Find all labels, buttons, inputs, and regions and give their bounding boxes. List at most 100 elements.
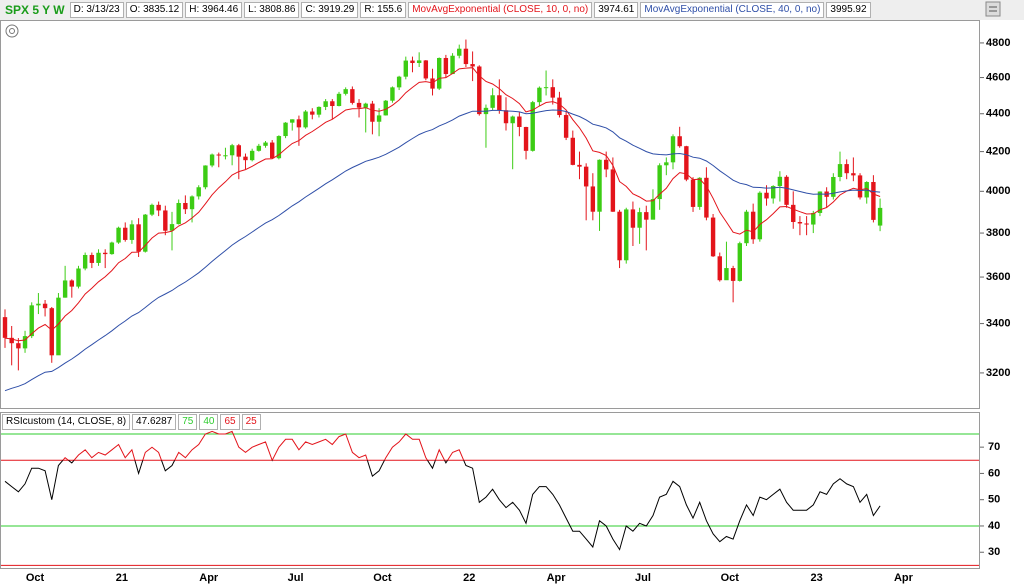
candle-body (690, 179, 696, 207)
x-tick-label: Apr (547, 572, 567, 584)
candle-body (530, 102, 535, 151)
candle-body (296, 119, 302, 128)
candle-body (570, 137, 575, 165)
candle-body (276, 136, 282, 159)
candle-body (737, 243, 742, 281)
rsi-line-overbought (62, 430, 465, 461)
x-tick-label: 22 (463, 572, 475, 584)
settings-icon-inner (9, 28, 15, 34)
candle-body (203, 165, 208, 188)
candle-body (42, 303, 48, 309)
y-tick-label: 4000 (986, 185, 1010, 197)
candle-body (143, 214, 148, 252)
y-tick-label: 70 (988, 441, 1000, 453)
settings-icon[interactable] (5, 24, 19, 38)
candle-body (183, 202, 188, 210)
candle-body (757, 192, 763, 240)
candle-body (16, 343, 21, 349)
candle-body (249, 150, 255, 161)
price-plot (2, 39, 883, 392)
candle-body (523, 126, 529, 151)
candle-body (604, 159, 609, 170)
candle-body (724, 268, 729, 281)
level-label: 65 (220, 414, 240, 430)
ema-line (4, 109, 881, 392)
menu-icon[interactable] (985, 1, 1001, 17)
candle-body (730, 268, 736, 281)
info: C: 3919.29 (301, 2, 359, 18)
candle-body (470, 64, 475, 67)
candle-body (697, 177, 702, 207)
candle-body (189, 196, 195, 210)
rsi-value: 47.6287 (132, 414, 177, 430)
info: H: 3964.46 (185, 2, 243, 18)
x-tick-label: Jul (288, 572, 304, 584)
candle-body (336, 93, 342, 107)
symbol: SPX 5 Y W (5, 3, 65, 17)
candle-body (490, 95, 495, 108)
candle-body (817, 191, 823, 213)
candle-body (637, 212, 642, 228)
candle-body (517, 116, 522, 127)
candle-body (657, 165, 662, 200)
candle-body (590, 186, 596, 212)
candle-body (316, 106, 322, 115)
y-tick-label: 4200 (986, 146, 1010, 158)
x-tick-label: Apr (199, 572, 219, 584)
candle-body (303, 111, 308, 128)
candle-body (443, 57, 449, 75)
candle-body (563, 115, 569, 138)
candle-body (383, 100, 388, 116)
x-tick-label: 23 (810, 572, 822, 584)
candle-body (557, 97, 562, 116)
candle-body (644, 212, 649, 220)
y-tick-label: 30 (988, 546, 1000, 558)
candle-body (283, 122, 288, 137)
candle-body (550, 87, 555, 98)
rsi-line (4, 460, 881, 551)
candle-body (844, 164, 849, 174)
candle-body (497, 95, 502, 111)
candle-body (597, 159, 602, 212)
candle-body (510, 116, 515, 124)
candle-body (109, 242, 115, 255)
info: O: 3835.12 (125, 2, 184, 18)
price-panel (0, 20, 980, 409)
y-tick-label: 50 (988, 494, 1000, 506)
candle-body (543, 87, 549, 89)
candle-body (56, 297, 61, 356)
candle-body (229, 145, 235, 156)
candle-body (771, 186, 776, 199)
ema-line (4, 67, 881, 342)
legend-value: 3974.61 (594, 2, 639, 18)
candle-body (477, 66, 482, 115)
y-tick-label: 4800 (986, 37, 1010, 49)
candle-body (750, 211, 756, 240)
candle-body (624, 209, 629, 261)
candle-body (423, 60, 429, 79)
candle-body (123, 227, 128, 240)
candle-body (463, 48, 469, 65)
candle-body (617, 211, 622, 261)
candle-body (670, 136, 676, 163)
candle-body (837, 164, 843, 177)
candle-body (169, 224, 175, 231)
x-tick-label: Oct (721, 572, 740, 584)
candle-body (797, 221, 803, 224)
x-tick-label: Jul (635, 572, 651, 584)
rsi-header: RSIcustom (14, CLOSE, 8) 47.6287 75 40 6… (2, 414, 263, 430)
candle-body (664, 162, 669, 166)
candle-body (877, 207, 883, 226)
y-tick-label: 3600 (986, 271, 1010, 283)
candle-body (256, 145, 262, 151)
level-label: 75 (178, 414, 198, 430)
level-label: 25 (241, 414, 261, 430)
candle-body (236, 145, 241, 157)
candle-body (350, 89, 355, 103)
candle-body (710, 217, 716, 257)
candle-body (811, 212, 816, 225)
candle-body (69, 280, 74, 287)
candle-body (764, 192, 769, 199)
candle-body (871, 182, 876, 220)
